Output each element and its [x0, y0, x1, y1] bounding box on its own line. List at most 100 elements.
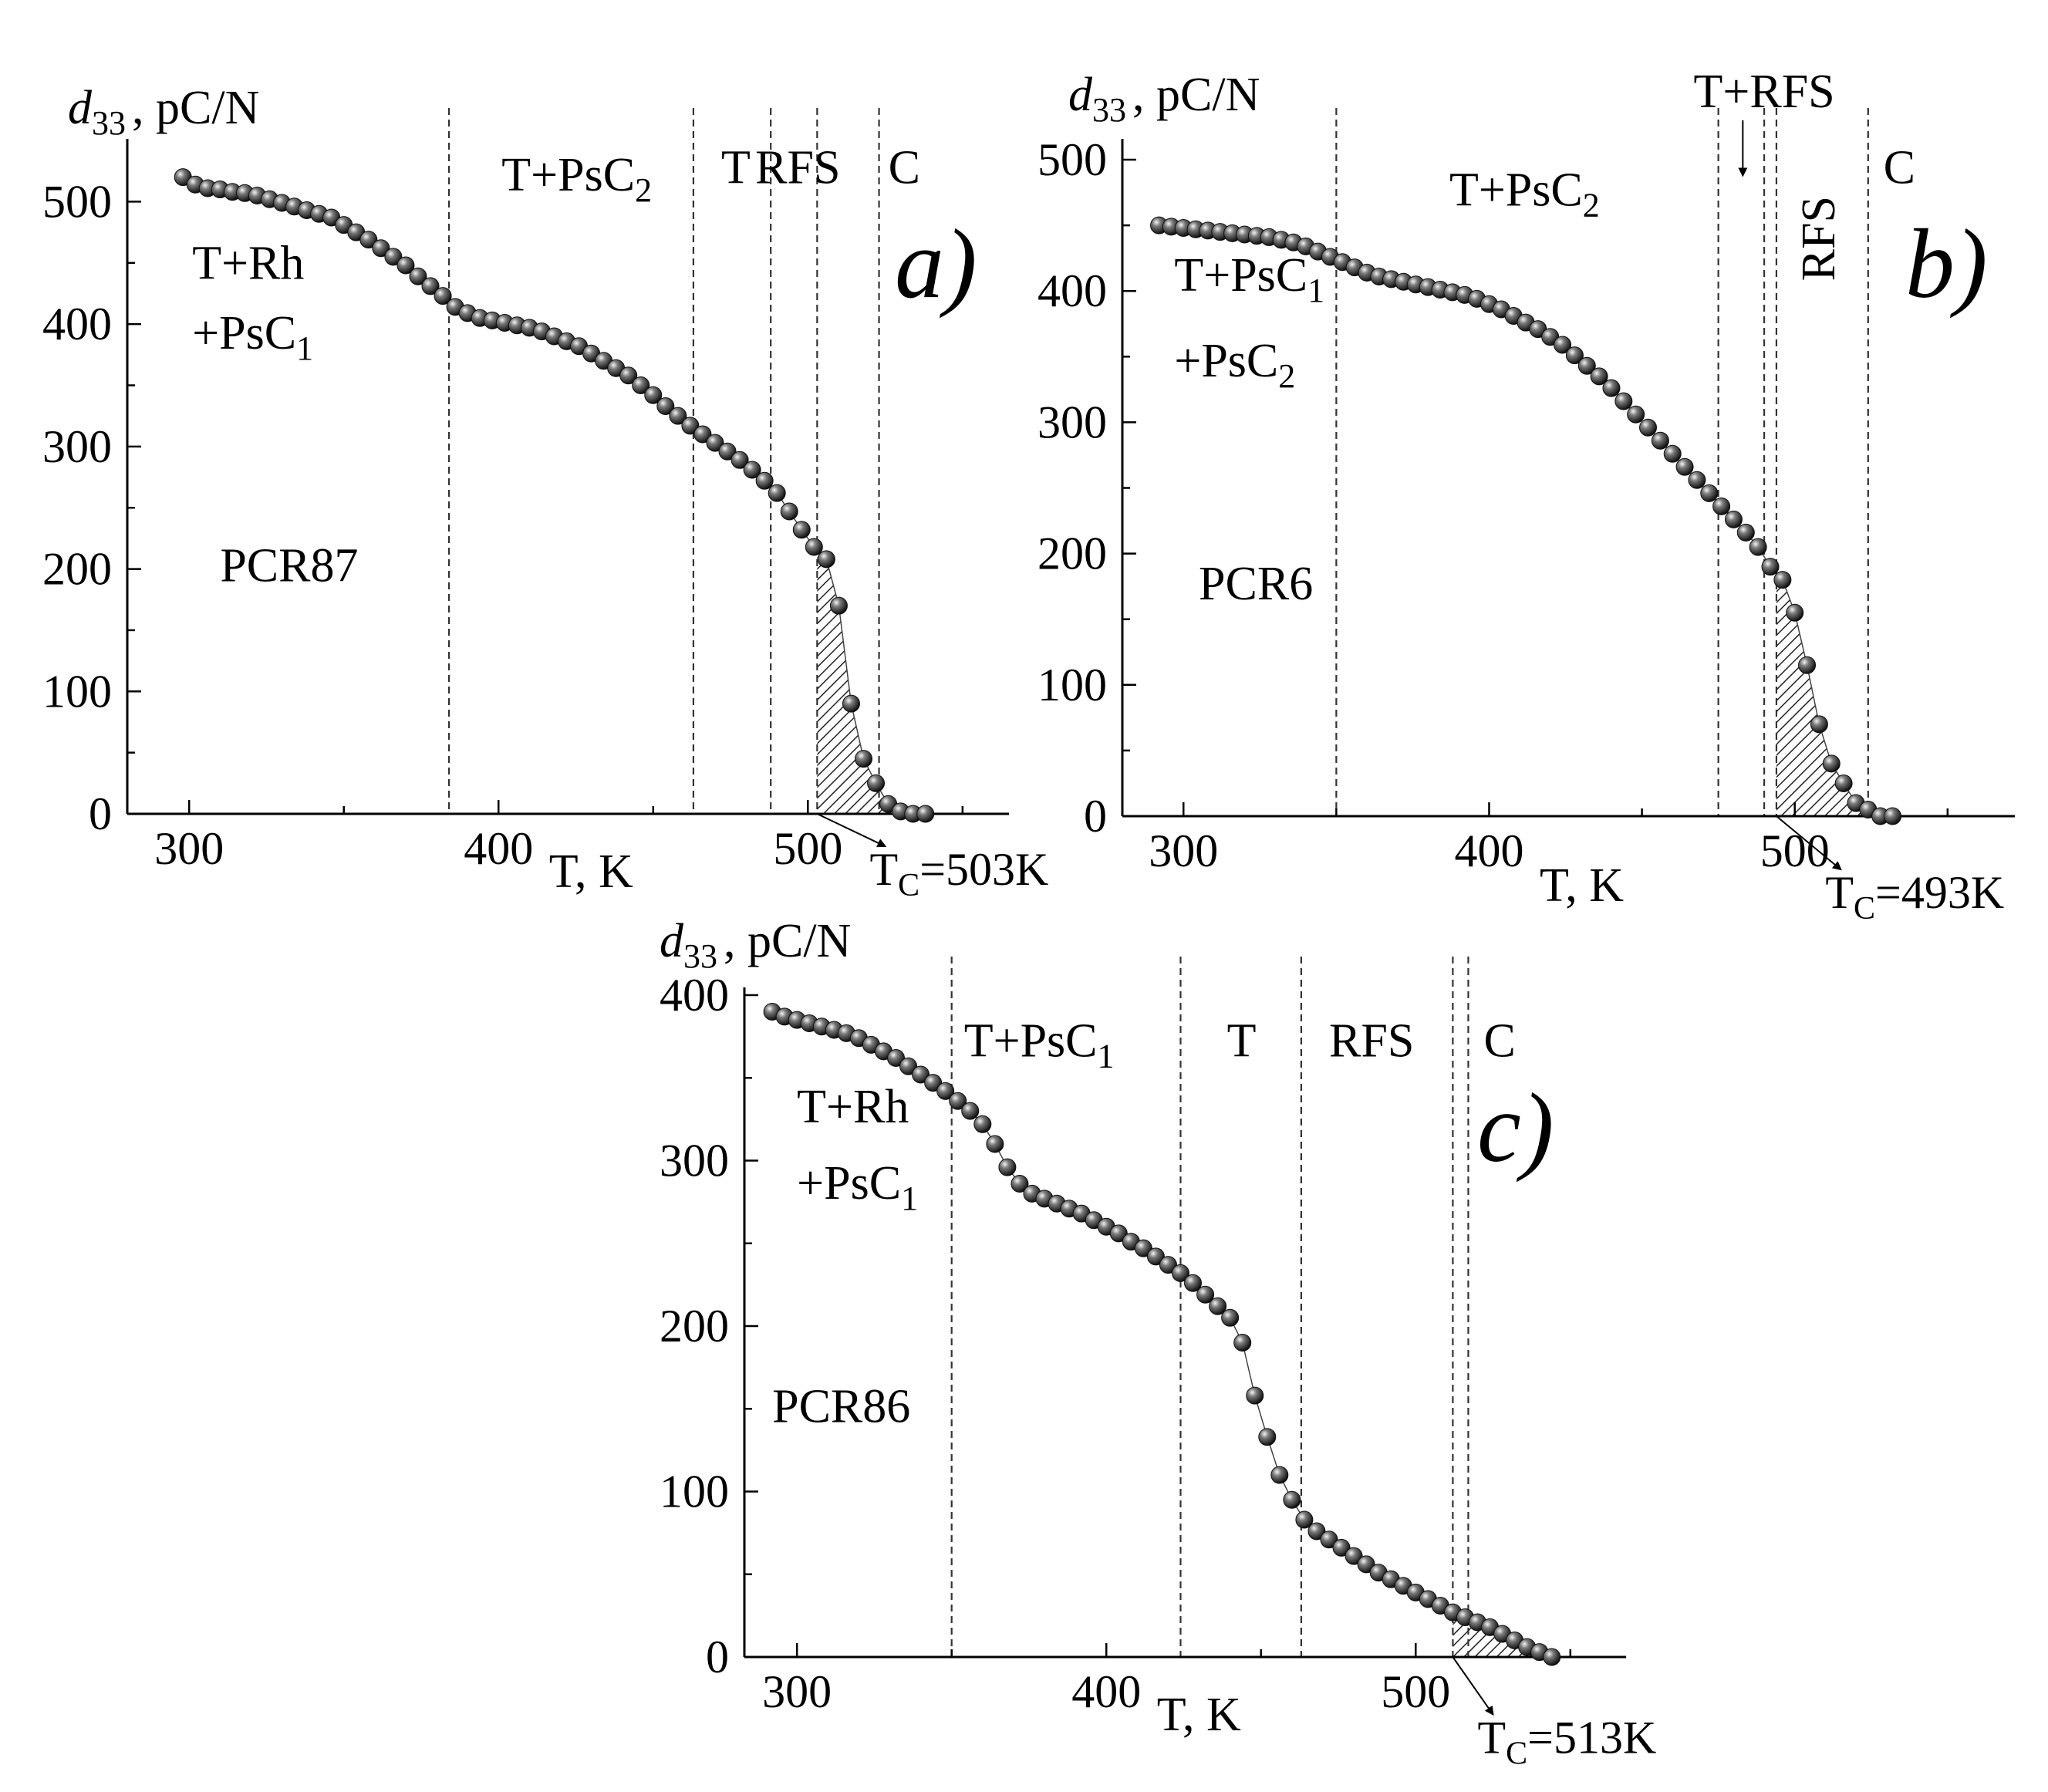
data-point	[1786, 603, 1804, 622]
phase-region-label: +PsC1	[797, 1157, 918, 1217]
data-point	[1700, 484, 1719, 502]
y-tick-label: 0	[89, 788, 112, 839]
curie-temperature-label: TC=513K	[1477, 1712, 1656, 1771]
data-point	[1146, 1247, 1165, 1266]
data-point	[1590, 367, 1608, 386]
data-point	[817, 550, 835, 569]
data-point	[743, 461, 761, 479]
data-point	[1798, 656, 1817, 674]
sample-name-label: PCR87	[220, 539, 358, 592]
y-tick-label: 400	[1037, 265, 1107, 316]
data-point	[372, 239, 390, 258]
data-point	[434, 287, 452, 305]
y-tick-label: 400	[42, 299, 112, 349]
data-point	[961, 1102, 980, 1120]
data-point	[768, 484, 786, 502]
data-point	[1345, 1547, 1363, 1565]
data-point	[632, 376, 650, 394]
phase-region-label: T+Rh	[797, 1081, 909, 1133]
y-tick-label: 500	[1037, 134, 1107, 185]
data-point	[1543, 1648, 1561, 1666]
data-point	[1651, 431, 1669, 450]
data-point	[1184, 1274, 1203, 1292]
data-point	[1332, 1538, 1351, 1557]
phase-region-label: +PsC2	[1174, 335, 1295, 395]
data-point	[755, 471, 774, 490]
data-point	[1565, 346, 1584, 365]
data-point	[359, 231, 378, 249]
phase-region-label: C	[1484, 1014, 1516, 1067]
phase-region-label: T+PsC2	[1449, 164, 1600, 224]
data-point	[887, 1049, 906, 1068]
shaded-region	[817, 549, 932, 814]
data-point	[1357, 1555, 1375, 1574]
data-point	[396, 256, 415, 275]
data-point	[1109, 1224, 1128, 1243]
data-point	[1614, 392, 1633, 410]
phase-region-label: T+RFS	[1694, 66, 1835, 118]
y-tick-label: 100	[660, 1466, 729, 1517]
y-axis-title: d33, pC/N	[68, 82, 259, 142]
data-point	[1884, 807, 1902, 825]
data-point	[1822, 754, 1841, 773]
data-point	[1011, 1175, 1029, 1193]
panel-letter-label: c)	[1477, 1073, 1554, 1183]
data-point	[855, 750, 873, 768]
y-tick-label: 200	[42, 544, 112, 595]
data-point	[409, 267, 427, 285]
phase-region-label: C	[889, 142, 920, 194]
phase-region-label: T+PsC1	[964, 1014, 1115, 1075]
phase-region-label: RFS	[755, 142, 840, 194]
x-axis-title: T, K	[1540, 859, 1624, 912]
y-tick-label: 300	[1037, 397, 1107, 447]
data-point	[1834, 774, 1853, 792]
tc-arrow	[1452, 1656, 1494, 1716]
y-tick-label: 0	[706, 1632, 729, 1682]
data-point	[1663, 444, 1682, 463]
data-point	[842, 694, 860, 713]
data-point	[693, 425, 712, 444]
tc-arrow	[1776, 815, 1842, 871]
data-point	[730, 451, 749, 469]
data-point	[706, 434, 724, 452]
y-tick-label: 200	[660, 1301, 729, 1352]
data-point	[1577, 356, 1596, 375]
data-point	[1209, 1297, 1227, 1315]
x-tick-label: 400	[1071, 1666, 1141, 1717]
data-point	[681, 417, 700, 435]
data-point	[1258, 1428, 1277, 1446]
data-point	[1773, 571, 1792, 589]
curie-temperature-label: TC=503K	[870, 844, 1049, 903]
data-point	[973, 1115, 992, 1133]
y-tick-label: 0	[1084, 791, 1107, 842]
x-tick-label: 400	[464, 823, 533, 874]
data-point	[1639, 418, 1658, 437]
data-point	[916, 805, 935, 823]
data-point	[1602, 379, 1621, 397]
data-point	[1320, 1530, 1338, 1549]
y-tick-label: 100	[42, 666, 112, 717]
data-point	[1736, 523, 1755, 542]
panel-letter-label: b)	[1905, 209, 1988, 319]
phase-region-label: T	[1227, 1014, 1257, 1067]
data-point	[1724, 510, 1743, 528]
data-point	[1675, 457, 1694, 476]
shaded-region	[1776, 573, 1896, 816]
x-tick-label: 500	[1381, 1666, 1450, 1717]
y-tick-label: 100	[1037, 660, 1107, 710]
data-point	[912, 1065, 930, 1084]
panel-letter-label: a)	[895, 209, 977, 319]
data-point	[644, 386, 663, 404]
data-point	[1134, 1239, 1152, 1257]
data-point	[619, 366, 638, 385]
data-point	[1283, 1490, 1301, 1509]
data-point	[1307, 1522, 1326, 1541]
data-point	[1221, 1308, 1240, 1327]
data-point	[1233, 1333, 1252, 1352]
data-point	[1295, 1510, 1314, 1529]
data-point	[1554, 336, 1572, 354]
data-point	[924, 1074, 943, 1092]
data-point	[1171, 1264, 1189, 1282]
